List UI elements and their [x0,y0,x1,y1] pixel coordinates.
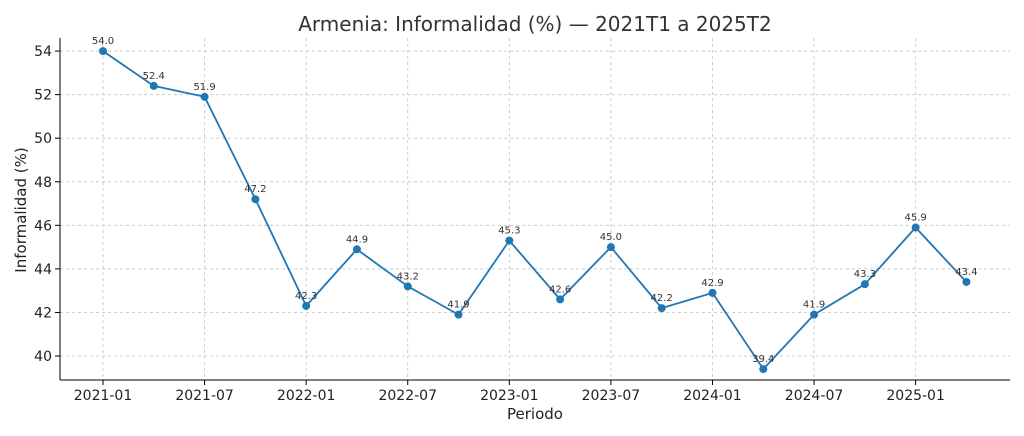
data-point [556,295,565,304]
data-point [403,282,412,291]
data-label: 42.9 [701,278,723,289]
y-tick-label: 40 [34,349,52,365]
x-tick-label: 2021-07 [175,388,234,404]
data-point [454,310,463,319]
data-label: 43.3 [854,269,876,280]
data-labels: 54.0 52.4 51.9 47.2 42.3 44.9 43.2 41.9 45.3 42.6… [92,36,978,365]
data-point [200,92,209,101]
data-point [911,223,920,232]
x-tick-label: 2021-01 [74,388,133,404]
grid [60,38,1010,380]
x-tick-label: 2025-01 [886,388,945,404]
data-label: 54.0 [92,36,114,47]
data-label: 42.2 [651,293,673,304]
x-tick-label: 2024-01 [683,388,742,404]
data-label: 41.9 [447,300,469,311]
y-tick-label: 52 [34,88,52,104]
data-label: 43.2 [397,271,419,282]
data-label: 45.3 [498,226,520,237]
x-tick-label: 2022-01 [277,388,336,404]
chart-title: Armenia: Informalidad (%) — 2021T1 a 202… [298,12,771,36]
data-point [149,81,158,90]
y-tick-label: 50 [34,131,52,147]
x-tick-label: 2023-07 [582,388,641,404]
data-point [352,245,361,254]
series-line [102,50,968,371]
y-tick-label: 48 [34,175,52,191]
x-tick-label: 2023-01 [480,388,539,404]
data-label: 47.2 [244,184,266,195]
x-tick-label: 2024-07 [785,388,844,404]
data-point [759,365,768,374]
data-label: 43.4 [955,267,977,278]
data-point [505,236,514,245]
data-label: 44.9 [346,234,368,245]
data-label: 45.9 [905,213,927,224]
data-label: 41.9 [803,300,825,311]
data-label: 39.4 [752,354,774,365]
y-axis-label: Informalidad (%) [12,147,30,272]
data-point [810,310,819,319]
data-point [962,277,971,286]
data-point [860,280,869,289]
y-tick-label: 54 [34,44,52,60]
data-label: 45.0 [600,232,622,243]
y-tick-label: 46 [34,218,52,234]
x-tick-label: 2022-07 [378,388,437,404]
x-axis-label: Periodo [507,405,563,423]
data-label: 42.3 [295,291,317,302]
data-point [606,243,615,252]
axes: 40 42 44 46 48 50 52 54 2021-01 2021-07 2022-01 202… [34,38,1010,404]
data-label: 52.4 [143,71,165,82]
data-point [99,47,107,56]
data-label: 42.6 [549,284,571,295]
y-tick-label: 42 [34,305,52,321]
data-point [708,288,717,297]
series [99,47,971,374]
y-tick-label: 44 [34,262,52,278]
data-point [302,301,311,310]
data-point [251,195,260,204]
data-label: 51.9 [193,82,215,93]
data-point [657,304,666,313]
